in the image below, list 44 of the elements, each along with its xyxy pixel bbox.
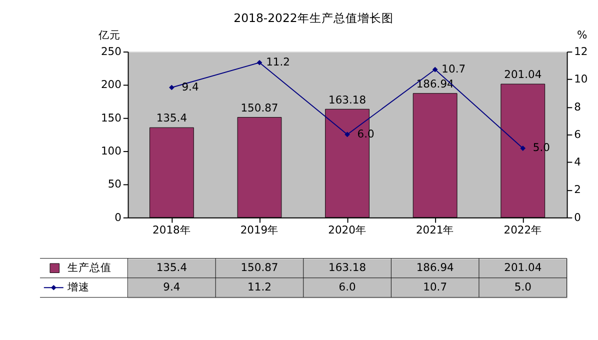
y2-tick-label: 10: [574, 72, 588, 86]
data-label: 10.7: [423, 280, 448, 294]
text: 10.7: [442, 62, 466, 76]
y-tick-label: 100: [100, 144, 122, 158]
data-label: 9.4: [163, 280, 180, 294]
data-label: 163.18: [328, 261, 366, 274]
chart-title: 2018-2022年生产总值增长图: [234, 10, 394, 25]
x-tick-label: 2018年: [152, 223, 191, 236]
text: 201.04: [504, 68, 542, 82]
text: 11.2: [266, 56, 290, 69]
y2-tick-label: 4: [574, 156, 582, 169]
x-tick-label: 2022年: [504, 223, 542, 236]
data-label: 11.2: [248, 280, 272, 294]
y-axis-title: 亿元: [97, 28, 120, 42]
y-tick-label: 250: [100, 44, 122, 58]
data-label: 201.04: [504, 261, 542, 274]
text: 150.87: [240, 101, 278, 114]
y2-axis-title: %: [577, 28, 588, 42]
data-label: 150.87: [240, 261, 278, 274]
y-tick-label: 0: [114, 210, 122, 224]
text: 163.18: [328, 93, 366, 106]
y2-tick-label: 2: [574, 183, 581, 196]
data-label: 186.94: [416, 261, 454, 274]
y2-tick-label: 6: [574, 128, 582, 141]
y-tick-label: 200: [100, 78, 122, 92]
y2-tick-label: 0: [574, 210, 582, 224]
data-label: 135.4: [156, 261, 188, 274]
x-tick-label: 2020年: [328, 223, 366, 236]
text: 186.94: [416, 78, 454, 91]
x-tick-label: 2019年: [240, 223, 279, 236]
y-tick-label: 150: [100, 111, 122, 124]
x-tick-label: 2021年: [416, 223, 454, 236]
data-label: 5.0: [514, 280, 532, 294]
legend-label: 生产总值: [67, 261, 112, 274]
data-label: 6.0: [338, 280, 356, 294]
legend-label: 增速: [66, 280, 90, 294]
point: [432, 66, 438, 72]
y2-tick-label: 12: [574, 44, 588, 58]
y-tick-label: 50: [108, 178, 122, 191]
point: [520, 146, 526, 151]
point: [256, 60, 262, 66]
text: 135.4: [156, 112, 188, 125]
text: 9.4: [182, 80, 199, 94]
y2-tick-label: 8: [574, 100, 582, 114]
